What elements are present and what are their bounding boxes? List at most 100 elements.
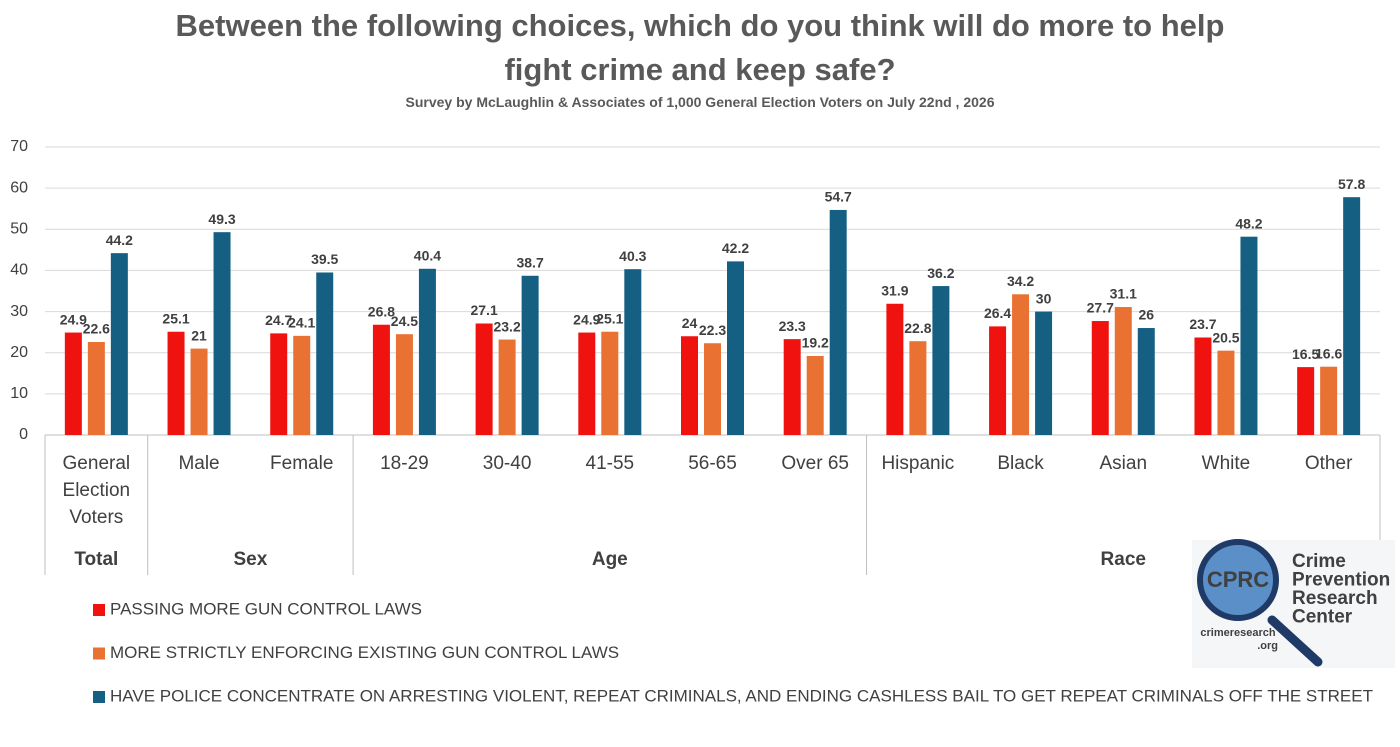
legend-swatch xyxy=(93,647,105,660)
data-label: 48.2 xyxy=(1235,215,1262,231)
y-tick-label: 40 xyxy=(10,262,28,279)
y-tick-label: 30 xyxy=(10,303,28,320)
data-label: 34.2 xyxy=(1007,273,1034,289)
data-label: 27.1 xyxy=(470,302,497,318)
data-label: 16.5 xyxy=(1292,346,1319,362)
logo-badge: CPRC xyxy=(1207,567,1269,592)
x-tick-label: Hispanic xyxy=(881,453,954,474)
chart-subtitle: Survey by McLaughlin & Associates of 1,0… xyxy=(405,94,995,110)
logo-lens xyxy=(1197,539,1279,621)
bar xyxy=(1012,294,1030,435)
logo-name: Research xyxy=(1292,588,1378,609)
bar xyxy=(681,336,698,435)
logo-name: Center xyxy=(1292,607,1353,628)
y-tick-label: 0 xyxy=(19,426,28,443)
bar xyxy=(475,323,493,435)
logo-handle xyxy=(1267,615,1323,667)
x-tick-label: 41-55 xyxy=(586,453,635,474)
bar xyxy=(704,343,721,435)
bar xyxy=(293,335,311,435)
logo-url: crimeresearch xyxy=(1200,627,1276,639)
data-label: 31.1 xyxy=(1110,286,1137,302)
y-tick-label: 60 xyxy=(10,179,28,196)
bar xyxy=(270,333,288,435)
bar xyxy=(64,332,82,435)
bar xyxy=(1320,366,1338,435)
x-tick-label: 56-65 xyxy=(688,453,737,474)
data-label: 22.6 xyxy=(83,321,110,337)
bar xyxy=(521,275,539,435)
y-tick-label: 50 xyxy=(10,221,28,238)
data-label: 44.2 xyxy=(106,232,133,248)
x-tick-label: Asian xyxy=(1100,453,1148,474)
data-label: 30 xyxy=(1036,290,1052,306)
logo-name: Crime xyxy=(1292,551,1346,572)
x-tick-label: Over 65 xyxy=(781,453,849,474)
bar xyxy=(783,339,801,435)
legend-label: HAVE POLICE CONCENTRATE ON ARRESTING VIO… xyxy=(110,686,1373,705)
bar xyxy=(1091,321,1109,435)
bar xyxy=(727,261,744,435)
data-label: 40.3 xyxy=(619,248,646,264)
x-tick-label: 30-40 xyxy=(483,453,532,474)
logo-url: .org xyxy=(1257,640,1278,652)
legend-swatch xyxy=(93,691,105,703)
chart-title: Between the following choices, which do … xyxy=(175,8,1225,87)
bar xyxy=(578,332,596,435)
bar xyxy=(601,331,619,435)
data-label: 25.1 xyxy=(596,310,623,326)
bar xyxy=(372,324,390,435)
bar xyxy=(829,209,847,435)
data-label: 24.7 xyxy=(265,312,292,328)
data-label: 24.5 xyxy=(391,313,418,329)
data-label: 26.4 xyxy=(984,305,1011,321)
data-label: 24 xyxy=(682,315,698,331)
data-label: 38.7 xyxy=(516,254,543,270)
x-tick-label: Female xyxy=(270,453,333,474)
data-label: 23.2 xyxy=(493,318,520,334)
bar xyxy=(110,253,128,435)
data-label: 26.8 xyxy=(368,303,395,319)
data-label: 57.8 xyxy=(1338,176,1365,192)
bar xyxy=(1217,350,1235,435)
bar xyxy=(909,341,927,435)
data-label: 49.3 xyxy=(208,211,235,227)
data-label: 24.9 xyxy=(60,311,87,327)
data-label: 39.5 xyxy=(311,251,338,267)
bar xyxy=(418,268,436,435)
group-label: Race xyxy=(1101,549,1146,570)
logo-name: Prevention xyxy=(1292,570,1390,591)
bar xyxy=(624,269,642,435)
group-label: Age xyxy=(592,549,628,570)
bar xyxy=(190,348,208,435)
bar xyxy=(1035,311,1053,435)
x-tick-label: Male xyxy=(178,453,219,474)
y-tick-label: 20 xyxy=(10,344,28,361)
data-label: 16.6 xyxy=(1315,345,1342,361)
data-label: 21 xyxy=(191,327,207,343)
data-label: 22.8 xyxy=(904,320,931,336)
x-tick-label: General Election Voters xyxy=(63,453,131,528)
data-label: 27.7 xyxy=(1087,300,1114,316)
data-label: 22.3 xyxy=(699,322,726,338)
x-tick-label: White xyxy=(1202,453,1251,474)
legend-label: MORE STRICTLY ENFORCING EXISTING GUN CON… xyxy=(110,643,619,662)
y-tick-label: 10 xyxy=(10,385,28,402)
bar xyxy=(932,286,950,435)
data-label: 19.2 xyxy=(802,335,829,351)
data-label: 20.5 xyxy=(1212,329,1239,345)
bar xyxy=(167,331,185,435)
data-label: 26 xyxy=(1138,307,1154,323)
bar xyxy=(1240,236,1258,435)
data-label: 40.4 xyxy=(414,247,441,263)
data-label: 23.3 xyxy=(779,318,806,334)
bar xyxy=(1194,337,1212,435)
bar xyxy=(1297,367,1315,435)
group-label: Sex xyxy=(233,549,267,570)
bar xyxy=(316,272,334,435)
data-label: 36.2 xyxy=(927,265,954,281)
legend-label: PASSING MORE GUN CONTROL LAWS xyxy=(110,599,422,618)
data-label: 24.1 xyxy=(288,315,315,331)
